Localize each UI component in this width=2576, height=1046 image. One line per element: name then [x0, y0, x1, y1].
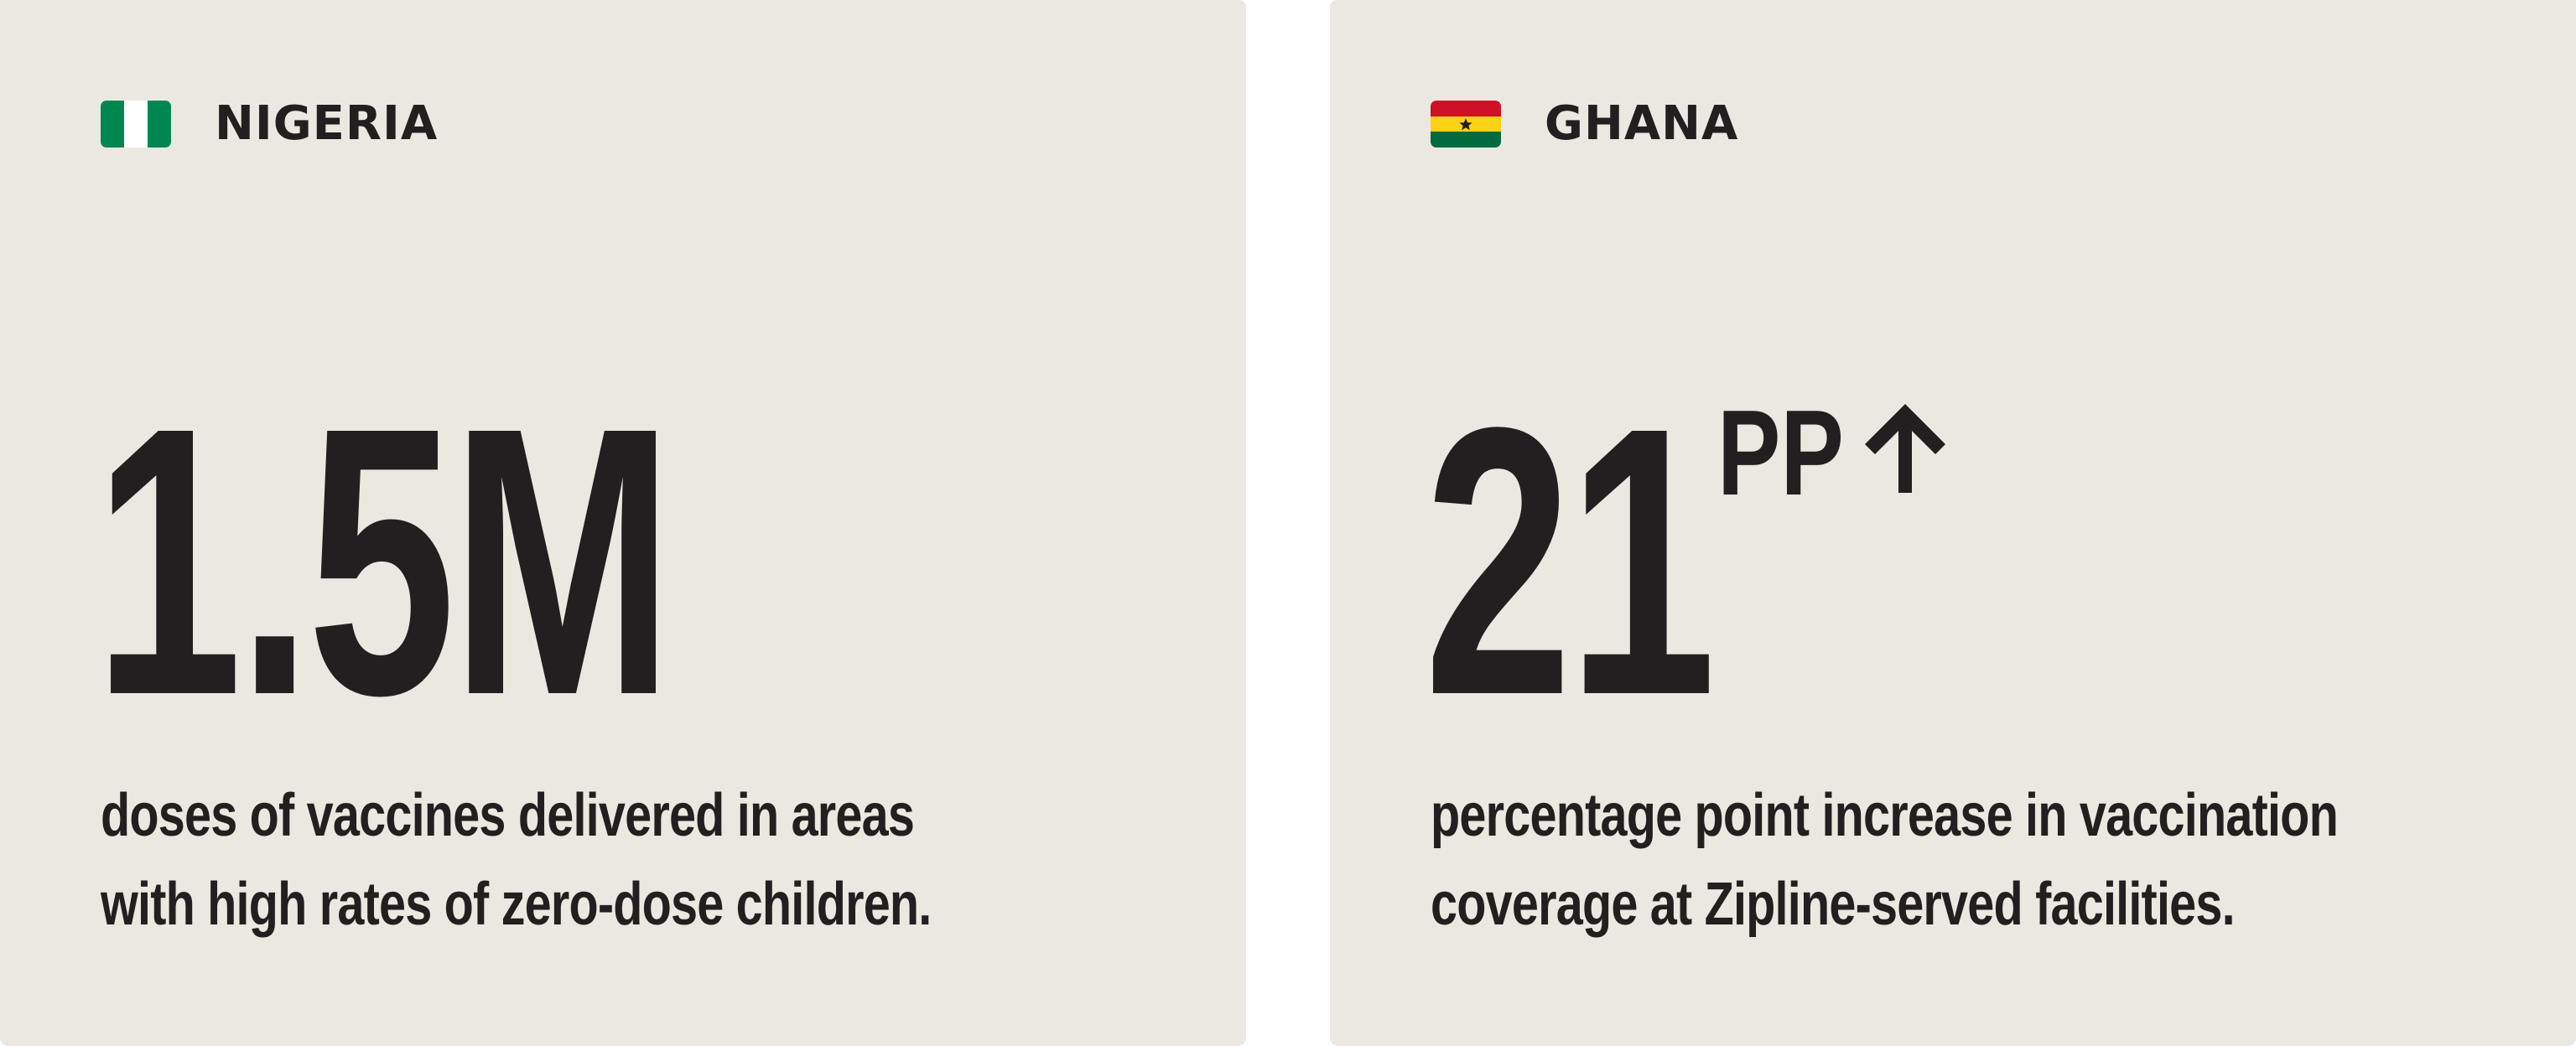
arrow-up-icon — [1863, 394, 1947, 511]
stat-suffix: PP — [1717, 385, 1947, 520]
description-line: doses of vaccines delivered in areas — [101, 782, 915, 849]
stat-card-ghana: GHANA 21 PP percentage point increase in… — [1330, 0, 2576, 1046]
country-name: GHANA — [1545, 96, 1739, 151]
description-line: coverage at Zipline-served facilities. — [1431, 871, 2236, 938]
stat-card-nigeria: NIGERIA 1.5M doses of vaccines delivered… — [0, 0, 1246, 1046]
description-line: with high rates of zero-dose children. — [101, 871, 932, 938]
stat-description: doses of vaccines delivered in areas wit… — [101, 771, 1224, 949]
stat-suffix-text: PP — [1717, 385, 1844, 520]
country-name: NIGERIA — [215, 96, 439, 151]
stat-number: 1.5M — [94, 349, 673, 774]
stat-value: 21 PP — [1424, 349, 1947, 774]
description-line: percentage point increase in vaccination — [1431, 782, 2339, 849]
stat-description: percentage point increase in vaccination… — [1431, 771, 2554, 949]
nigeria-flag-icon — [101, 101, 171, 148]
stat-number: 21 — [1424, 349, 1716, 774]
stat-value: 1.5M — [94, 349, 916, 774]
ghana-flag-icon — [1431, 101, 1501, 148]
